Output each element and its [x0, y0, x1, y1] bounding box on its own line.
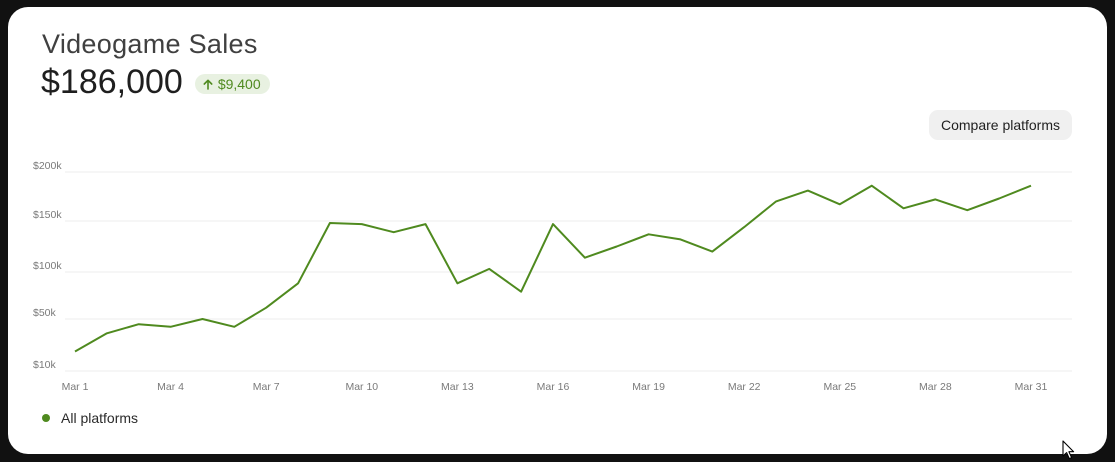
x-axis-ticks: Mar 1 Mar 4 Mar 7 Mar 10 Mar 13 Mar 16 Mar 19 M… [62, 381, 1048, 393]
delta-value: $9,400 [217, 76, 261, 92]
legend-label-all-platforms: All platforms [61, 410, 139, 426]
series-layer [74, 184, 1032, 353]
value-row: $186,000 $9,400 [41, 63, 270, 102]
x-tick-label: Mar 22 [728, 381, 761, 393]
total-sales-value: $186,000 [41, 63, 183, 101]
y-tick-label: $150k [33, 209, 62, 221]
x-tick-label: Mar 7 [253, 381, 280, 393]
x-tick-label: Mar 10 [345, 381, 378, 393]
legend-swatch [42, 414, 50, 422]
x-tick-label: Mar 4 [157, 381, 184, 393]
x-tick-label: Mar 19 [632, 381, 665, 393]
arrow-up-icon [203, 79, 213, 90]
compare-platforms-button[interactable]: Compare platforms [929, 110, 1072, 140]
y-tick-label: $10k [33, 359, 57, 371]
y-tick-label: $50k [33, 307, 57, 319]
x-tick-label: Mar 1 [62, 381, 89, 393]
y-tick-label: $100k [33, 260, 62, 272]
chart-legend: All platforms [42, 410, 138, 426]
x-tick-label: Mar 16 [537, 381, 570, 393]
card-title: Videogame Sales [42, 29, 258, 59]
x-tick-label: Mar 31 [1015, 381, 1048, 393]
series-line-all-platforms [74, 184, 1032, 353]
x-tick-label: Mar 28 [919, 381, 952, 393]
x-tick-label: Mar 13 [441, 381, 474, 393]
grid-lines [65, 171, 1072, 372]
x-tick-label: Mar 25 [823, 381, 856, 393]
y-tick-label: $200k [33, 160, 62, 172]
delta-badge: $9,400 [194, 74, 270, 94]
sales-card: Videogame Sales $186,000 $9,400 Compare … [8, 7, 1107, 454]
y-axis-ticks: $10k $50k $100k $150k $200k [33, 160, 62, 371]
mouse-cursor-icon [1062, 440, 1075, 460]
